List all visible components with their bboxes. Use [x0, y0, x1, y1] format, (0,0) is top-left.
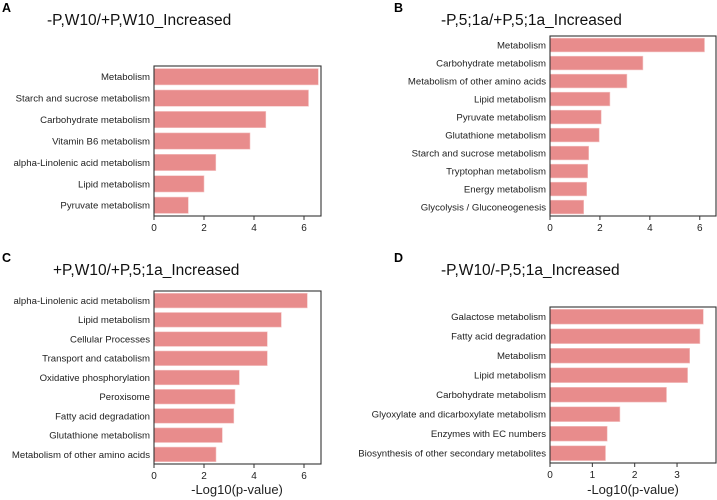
category-label: Pyruvate metabolism [456, 112, 546, 123]
category-label: Glyoxylate and dicarboxylate metabolism [372, 410, 546, 421]
x-tick-label: 2 [597, 223, 603, 234]
category-label: Biosynthesis of other secondary metaboli… [358, 449, 546, 460]
bar [549, 163, 589, 179]
x-tick-label: 3 [674, 470, 680, 481]
category-label: Oxidative phosphorylation [40, 373, 150, 384]
x-tick-label: 0 [151, 471, 157, 482]
category-label: Galactose metabolism [451, 312, 546, 323]
category-label: Energy metabolism [464, 184, 546, 195]
category-label: Glycolysis / Gluconeogenesis [421, 202, 547, 213]
bar [549, 367, 688, 383]
category-label: Cellular Processes [70, 335, 150, 346]
bar [549, 425, 608, 442]
bar [549, 181, 588, 197]
x-tick-label: 4 [647, 223, 653, 234]
category-label: Starch and sucrose metabolism [412, 148, 546, 159]
x-tick-label: 2 [201, 471, 207, 482]
x-tick-label: 2 [201, 223, 207, 234]
category-label: Lipid metabolism [78, 315, 150, 326]
category-label: Fatty acid degradation [55, 411, 150, 422]
x-tick-label: 0 [151, 223, 157, 234]
category-label: Lipid metabolism [474, 94, 546, 105]
x-tick-label: 6 [301, 223, 307, 234]
category-label: Vitamin B6 metabolism [52, 136, 150, 147]
x-axis-label: -Log10(p-value) [587, 482, 679, 497]
bar [549, 73, 628, 89]
bar [153, 408, 235, 424]
x-tick-label: 2 [632, 470, 638, 481]
bar [153, 312, 282, 328]
bar [153, 68, 319, 86]
bar [153, 331, 268, 347]
panel-letter: B [394, 1, 403, 15]
x-axis-label: -Log10(p-value) [191, 482, 283, 497]
bar [549, 308, 704, 325]
bar [549, 386, 667, 403]
bar [549, 109, 602, 125]
category-label: alpha-Linolenic acid metabolism [13, 296, 150, 307]
x-tick-label: 0 [547, 470, 553, 481]
category-label: Glutathione metabolism [445, 130, 546, 141]
bar [153, 154, 217, 171]
bar [153, 369, 240, 386]
category-label: Metabolism [497, 351, 546, 362]
category-label: Tryptophan metabolism [446, 166, 546, 177]
bar [153, 111, 267, 129]
bar [549, 406, 621, 422]
category-label: Lipid metabolism [474, 371, 546, 382]
x-tick-label: 0 [547, 223, 553, 234]
bar [549, 328, 701, 344]
category-label: Carbohydrate metabolism [436, 58, 546, 69]
panel-letter: D [394, 251, 403, 265]
bar [549, 127, 600, 143]
category-label: Fatty acid degradation [451, 332, 546, 343]
x-tick-label: 1 [590, 470, 596, 481]
category-label: Starch and sucrose metabolism [16, 94, 150, 105]
x-tick-label: 6 [697, 223, 703, 234]
chart-title: -P,5;1a/+P,5;1a_Increased [441, 12, 622, 29]
bar [153, 389, 236, 405]
category-label: Metabolism [497, 40, 546, 51]
category-label: Metabolism [101, 72, 150, 83]
category-label: Metabolism of other amino acids [408, 76, 546, 87]
panel-letter: A [2, 1, 11, 15]
bar [549, 37, 705, 53]
panel-letter: C [2, 251, 11, 265]
bar [153, 175, 205, 193]
category-label: Metabolism of other amino acids [12, 450, 150, 461]
category-label: Lipid metabolism [78, 179, 150, 190]
bar [153, 427, 223, 443]
category-label: Enzymes with EC numbers [431, 429, 546, 440]
category-label: Transport and catabolism [42, 354, 150, 365]
plot-frame [549, 35, 717, 217]
bar [549, 145, 590, 161]
chart-title: +P,W10/+P,5;1a_Increased [53, 262, 239, 279]
bar [549, 55, 644, 71]
bar [153, 89, 309, 107]
category-label: alpha-Linolenic acid metabolism [13, 158, 150, 169]
chart-title: -P,W10/-P,5;1a_Increased [441, 262, 620, 279]
bar [153, 292, 308, 309]
plot-frame [153, 290, 322, 465]
x-tick-label: 6 [301, 471, 307, 482]
bar [549, 445, 606, 461]
category-label: Carbohydrate metabolism [40, 115, 150, 126]
x-tick-label: 4 [251, 471, 257, 482]
category-label: Carbohydrate metabolism [436, 390, 546, 401]
category-label: Glutathione metabolism [49, 431, 150, 442]
category-label: Peroxisome [99, 392, 150, 403]
bar [153, 446, 217, 463]
bar [153, 132, 251, 150]
bar [153, 196, 189, 214]
plot-frame [153, 65, 322, 217]
category-label: Pyruvate metabolism [60, 201, 150, 212]
chart-title: -P,W10/+P,W10_Increased [47, 12, 231, 29]
x-tick-label: 4 [251, 223, 257, 234]
bar [549, 199, 585, 215]
plot-frame [549, 306, 717, 464]
bar [549, 347, 690, 364]
bar [549, 91, 611, 107]
bar [153, 350, 268, 366]
